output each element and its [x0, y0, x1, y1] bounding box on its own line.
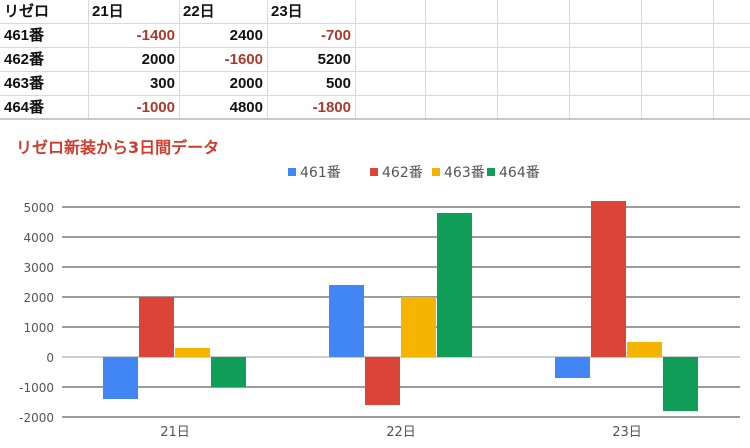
y-tick-label: -2000: [19, 411, 54, 425]
legend-label: 463番: [444, 165, 485, 181]
y-tick-label: 2000: [23, 291, 54, 305]
value-cell[interactable]: -1400: [136, 27, 175, 44]
bar-461番-21日: [103, 357, 138, 399]
value-cell[interactable]: 2000: [141, 51, 175, 68]
row-label-cell[interactable]: 461番: [4, 27, 45, 44]
x-tick-label: 21日: [160, 425, 190, 440]
header-cell[interactable]: 23日: [271, 3, 303, 20]
value-cell[interactable]: -1800: [312, 99, 351, 116]
y-tick-label: 1000: [23, 321, 54, 335]
value-cell[interactable]: 5200: [317, 51, 351, 68]
bar-464番-23日: [663, 357, 698, 411]
legend-swatch: [432, 168, 440, 176]
x-tick-label: 22日: [386, 425, 416, 440]
y-tick-label: -1000: [19, 381, 54, 395]
bar-462番-23日: [591, 201, 626, 357]
table-row: 462番 2000 -1600 5200: [0, 48, 750, 71]
bar-chart[interactable]: リゼロ新装から3日間データ 461番 462番 463番 464番 5000 4000 30…: [0, 120, 750, 443]
value-cell[interactable]: 500: [325, 75, 351, 92]
value-cell[interactable]: 2400: [229, 27, 263, 44]
bar-461番-22日: [329, 285, 364, 357]
header-cell[interactable]: 21日: [92, 3, 124, 20]
value-cell[interactable]: -1000: [136, 99, 175, 116]
legend-label: 461番: [300, 165, 341, 181]
table-row: 463番 300 2000 500: [0, 72, 750, 95]
y-tick-label: 0: [46, 351, 54, 365]
bar-463番-21日: [175, 348, 210, 357]
row-label-cell[interactable]: 464番: [4, 99, 45, 116]
legend-swatch: [370, 168, 378, 176]
row-label-cell[interactable]: 463番: [4, 75, 45, 92]
value-cell[interactable]: 4800: [229, 99, 263, 116]
y-tick-label: 4000: [23, 231, 54, 245]
spreadsheet: リゼロ 21日 22日 23日 461番 -1400 2400 -700 462番 200…: [0, 0, 750, 120]
y-tick-label: 3000: [23, 261, 54, 275]
bar-464番-21日: [211, 357, 246, 387]
bar-463番-23日: [627, 342, 662, 357]
row-label-cell[interactable]: 462番: [4, 51, 45, 68]
header-cell[interactable]: 22日: [183, 3, 215, 20]
value-cell[interactable]: -1600: [224, 51, 263, 68]
value-cell[interactable]: -700: [320, 27, 351, 44]
legend-label: 462番: [382, 165, 423, 181]
table-row: 464番 -1000 4800 -1800: [0, 96, 750, 119]
bar-464番-22日: [437, 213, 472, 357]
header-row: リゼロ 21日 22日 23日: [0, 0, 750, 23]
value-cell[interactable]: 2000: [229, 75, 263, 92]
bar-463番-22日: [401, 297, 436, 357]
chart-canvas: 461番 462番 463番 464番 5000 4000 3000 2000 1000 0 -10…: [19, 165, 740, 440]
bar-462番-21日: [139, 297, 174, 357]
table-row: 461番 -1400 2400 -700: [0, 24, 750, 47]
bar-461番-23日: [555, 357, 590, 378]
bar-462番-22日: [365, 357, 400, 405]
chart-title: リゼロ新装から3日間データ: [16, 138, 220, 157]
header-cell[interactable]: リゼロ: [4, 3, 50, 20]
legend-swatch: [288, 168, 296, 176]
value-cell[interactable]: 300: [149, 75, 175, 92]
x-tick-label: 23日: [612, 425, 642, 440]
legend-swatch: [487, 168, 495, 176]
legend-label: 464番: [499, 165, 540, 181]
y-tick-label: 5000: [23, 201, 54, 215]
